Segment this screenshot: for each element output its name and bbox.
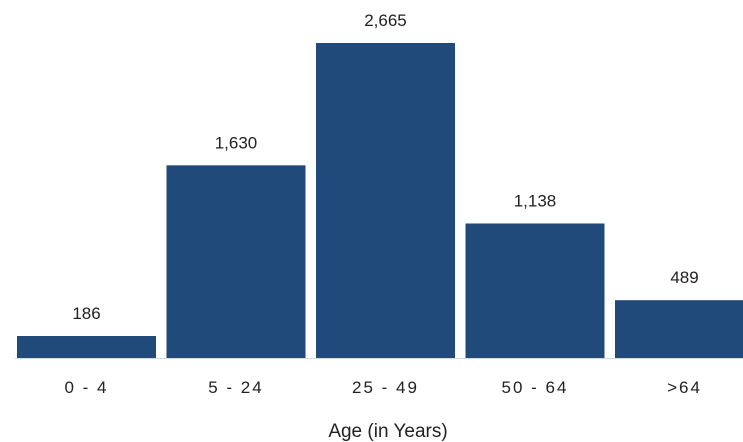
bar-0 bbox=[17, 336, 156, 358]
data-label-2: 2,665 bbox=[364, 11, 407, 30]
data-label-4: 489 bbox=[670, 268, 698, 287]
bar-2 bbox=[316, 43, 455, 358]
x-tick-labels-group: 0 - 4 5 - 24 25 - 49 50 - 64 >64 bbox=[64, 378, 702, 397]
data-label-0: 186 bbox=[72, 304, 100, 323]
x-tick-label-1: 5 - 24 bbox=[208, 378, 263, 397]
x-tick-label-2: 25 - 49 bbox=[352, 378, 419, 397]
data-labels-group: 186 1,630 2,665 1,138 489 bbox=[72, 11, 698, 323]
data-label-1: 1,630 bbox=[215, 133, 258, 152]
x-axis-title: Age (in Years) bbox=[328, 421, 447, 442]
bar-1 bbox=[166, 165, 306, 358]
x-tick-label-3: 50 - 64 bbox=[502, 378, 569, 397]
x-tick-label-0: 0 - 4 bbox=[64, 378, 108, 397]
bar-4 bbox=[615, 300, 743, 358]
bar-3 bbox=[465, 223, 605, 358]
x-tick-label-4: >64 bbox=[667, 378, 702, 397]
bars-group bbox=[17, 43, 743, 358]
data-label-3: 1,138 bbox=[514, 191, 557, 210]
